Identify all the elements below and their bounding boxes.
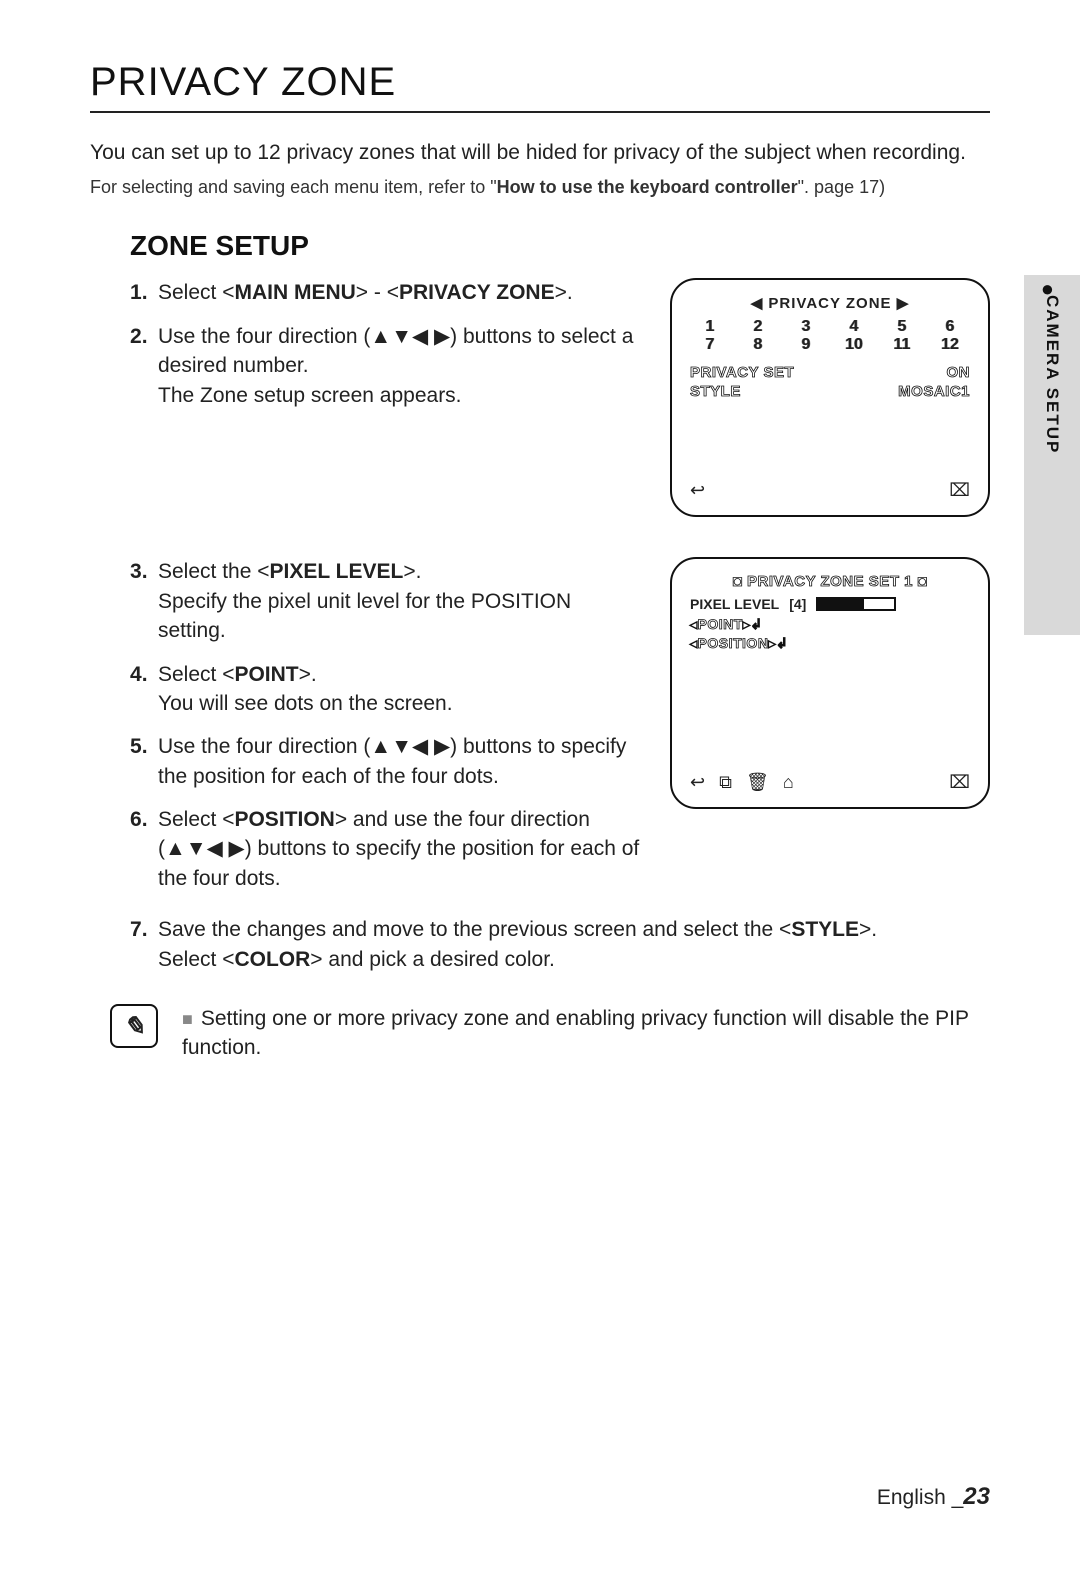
zone-setup-heading: ZONE SETUP: [130, 230, 990, 262]
step-5: Use the four direction (▲▼◀ ▶) buttons t…: [130, 732, 640, 791]
step3-b: PIXEL LEVEL: [270, 560, 404, 583]
zone-num: 12: [930, 336, 970, 354]
zone-num: 11: [882, 336, 922, 354]
step5-text: Use the four direction (▲▼◀ ▶) buttons t…: [158, 735, 626, 787]
intro-text: You can set up to 12 privacy zones that …: [90, 139, 990, 167]
note-row: ✎ ■Setting one or more privacy zone and …: [110, 1004, 990, 1063]
step-7: Save the changes and move to the previou…: [130, 915, 990, 974]
copy-icon: ⧉: [719, 772, 732, 793]
step6-b: POSITION: [234, 808, 334, 831]
step2-l1: Use the four direction (▲▼◀ ▶) buttons t…: [158, 325, 633, 377]
privacy-set-val: ON: [947, 364, 971, 381]
note-body: Setting one or more privacy zone and ena…: [182, 1007, 969, 1059]
intro-sub-pre: For selecting and saving each menu item,…: [90, 177, 497, 197]
back-icon: ↩: [690, 480, 705, 501]
close-icon: ⌧: [949, 480, 970, 501]
step7-l1-b: STYLE: [791, 918, 859, 941]
intro-subtext: For selecting and saving each menu item,…: [90, 177, 990, 198]
home-icon: ⌂: [783, 772, 794, 793]
pixel-level-value: [4]: [789, 596, 806, 612]
note-bullet: ■: [182, 1009, 193, 1029]
step7-l1-pre: Save the changes and move to the previou…: [158, 918, 791, 941]
step1-post: >.: [555, 281, 573, 304]
zone-num: 2: [738, 318, 778, 336]
close-icon: ⌧: [949, 772, 970, 793]
trash-icon: 🗑: [746, 772, 769, 793]
step1-b1: MAIN MENU: [234, 281, 355, 304]
step-2: Use the four direction (▲▼◀ ▶) buttons t…: [130, 322, 640, 410]
step-4: Select <POINT>. You will see dots on the…: [130, 660, 640, 719]
panel2-header: ◘ PRIVACY ZONE SET 1 ◘: [690, 573, 970, 590]
back-icon: ↩: [690, 772, 705, 793]
style-key: STYLE: [690, 383, 741, 400]
point-line: ◂POINT▸↲: [690, 616, 970, 633]
footer-lang: English: [877, 1486, 946, 1509]
privacy-zone-set-panel: ◘ PRIVACY ZONE SET 1 ◘ PIXEL LEVEL [4] ◂…: [670, 557, 990, 809]
page-title: PRIVACY ZONE: [90, 60, 990, 113]
steps-list-3: Save the changes and move to the previou…: [130, 915, 990, 974]
pixel-level-fill: [818, 599, 864, 609]
footer-page-number: 23: [963, 1483, 990, 1510]
steps-list-1: Select <MAIN MENU> - <PRIVACY ZONE>. Use…: [130, 278, 640, 410]
zone-num: 10: [834, 336, 874, 354]
note-icon: ✎: [110, 1004, 158, 1048]
step-6: Select <POSITION> and use the four direc…: [130, 805, 640, 893]
step3-l2: Specify the pixel unit level for the POS…: [158, 590, 571, 642]
zone-num: 1: [690, 318, 730, 336]
pencil-icon: ✎: [123, 1011, 145, 1042]
position-line: ◂POSITION▸↲: [690, 635, 970, 652]
step4-b: POINT: [234, 663, 298, 686]
step4-post: >.: [299, 663, 317, 686]
step3-pre: Select the <: [158, 560, 270, 583]
zone-number-grid: 1 2 3 4 5 6 7 8 9 10 11 12: [690, 318, 970, 354]
zone-num: 3: [786, 318, 826, 336]
step2-l2: The Zone setup screen appears.: [158, 384, 462, 407]
zone-num: 5: [882, 318, 922, 336]
pixel-level-label: PIXEL LEVEL: [690, 596, 779, 612]
step1-mid: > - <: [356, 281, 399, 304]
step7-l2-pre: Select <: [158, 948, 234, 971]
step6-pre: Select <: [158, 808, 234, 831]
step1-b2: PRIVACY ZONE: [399, 281, 555, 304]
side-section-label: CAMERA SETUP: [1042, 295, 1062, 454]
pixel-level-row: PIXEL LEVEL [4]: [690, 596, 970, 612]
step1-pre: Select <: [158, 281, 234, 304]
step3-post: >.: [403, 560, 421, 583]
intro-sub-bold: How to use the keyboard controller: [497, 177, 798, 197]
step-1: Select <MAIN MENU> - <PRIVACY ZONE>.: [130, 278, 640, 307]
step7-l2-post: > and pick a desired color.: [310, 948, 555, 971]
style-val: MOSAIC1: [898, 383, 970, 400]
page-footer: English _23: [877, 1483, 990, 1511]
privacy-set-key: PRIVACY SET: [690, 364, 794, 381]
zone-num: 7: [690, 336, 730, 354]
step-3: Select the <PIXEL LEVEL>. Specify the pi…: [130, 557, 640, 645]
footer-sep: _: [952, 1486, 964, 1509]
step4-pre: Select <: [158, 663, 234, 686]
step7-l1-post: >.: [859, 918, 877, 941]
steps-list-2: Select the <PIXEL LEVEL>. Specify the pi…: [130, 557, 640, 893]
zone-num: 9: [786, 336, 826, 354]
zone-num: 6: [930, 318, 970, 336]
pixel-level-bar: [816, 597, 896, 611]
intro-sub-post: ". page 17): [798, 177, 885, 197]
zone-num: 4: [834, 318, 874, 336]
privacy-zone-panel: ◀ PRIVACY ZONE ▶ 1 2 3 4 5 6 7 8 9 10 11…: [670, 278, 990, 517]
step7-l2-b: COLOR: [234, 948, 310, 971]
note-text: ■Setting one or more privacy zone and en…: [182, 1004, 990, 1063]
panel1-header: ◀ PRIVACY ZONE ▶: [690, 294, 970, 312]
zone-num: 8: [738, 336, 778, 354]
step4-l2: You will see dots on the screen.: [158, 692, 453, 715]
